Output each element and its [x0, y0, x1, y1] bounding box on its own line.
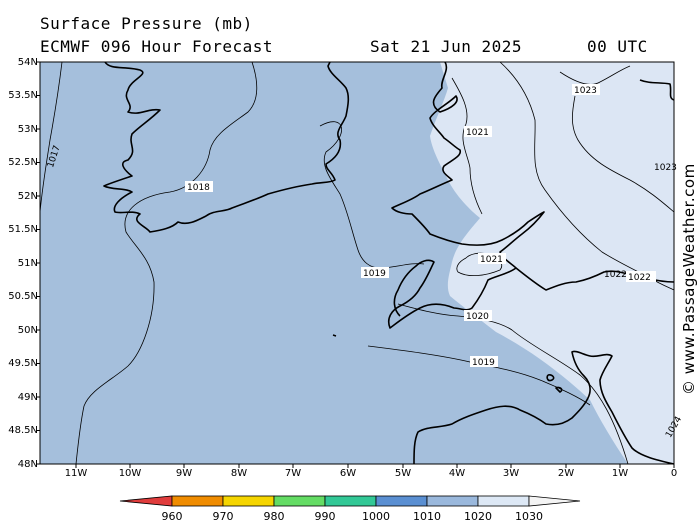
- lon-label-0: 0: [670, 468, 678, 479]
- forecast-time: 00 UTC: [587, 37, 648, 56]
- lon-label-10w: 10W: [118, 468, 142, 479]
- legend-label-1030: 1030: [515, 510, 543, 523]
- lon-label-8w: 8W: [230, 468, 248, 479]
- lat-label-52-5n: 52.5N: [8, 157, 38, 168]
- legend-label-990: 990: [314, 510, 336, 523]
- lat-label-49n: 49N: [17, 392, 38, 403]
- lat-label-50-5n: 50.5N: [8, 291, 38, 302]
- lon-label-6w: 6W: [339, 468, 357, 479]
- isobar-label-1023: 1023: [574, 86, 597, 96]
- coast-france: [413, 350, 675, 465]
- legend-label-960: 960: [161, 510, 183, 523]
- coast-britain: [387, 61, 545, 329]
- lon-label-11w: 11W: [64, 468, 88, 479]
- lon-label-7w: 7W: [284, 468, 302, 479]
- isobar-label-1023b: 1023: [654, 163, 677, 173]
- legend-label-1010: 1010: [413, 510, 441, 523]
- legend-label-1000: 1000: [362, 510, 390, 523]
- legend-label-980: 980: [263, 510, 285, 523]
- lat-label-51-5n: 51.5N: [8, 224, 38, 235]
- isobar-label-1019b: 1019: [472, 358, 495, 368]
- lat-label-52n: 52N: [17, 191, 38, 202]
- isobar-1020: [397, 303, 629, 465]
- lat-label-49-5n: 49.5N: [8, 358, 38, 369]
- legend-label-1020: 1020: [464, 510, 492, 523]
- isobar-label-1019: 1019: [363, 269, 386, 279]
- lat-label-48-5n: 48.5N: [8, 425, 38, 436]
- isobar-label-1020: 1020: [466, 312, 489, 322]
- color-legend: [119, 495, 581, 507]
- isobar-label-1022b: 1022: [604, 270, 627, 280]
- isobar-1019b: [367, 345, 591, 406]
- lon-label-1w: 1W: [611, 468, 629, 479]
- model-label: ECMWF 096 Hour Forecast: [40, 37, 274, 56]
- isobar-label-1022: 1022: [628, 273, 651, 283]
- axis-ticks: [36, 61, 675, 468]
- coast-islands: [332, 334, 563, 393]
- legend-label-970: 970: [212, 510, 234, 523]
- lat-label-51n: 51N: [17, 258, 38, 269]
- lon-label-5w: 5W: [394, 468, 412, 479]
- isobar-label-1021a: 1021: [466, 128, 489, 138]
- lat-label-53-5n: 53.5N: [8, 90, 38, 101]
- pressure-field-1020: [430, 62, 674, 464]
- isobar-label-1021b: 1021: [480, 255, 503, 265]
- forecast-date: Sat 21 Jun 2025: [370, 37, 522, 56]
- lon-label-4w: 4W: [448, 468, 466, 479]
- coastlines: [103, 61, 675, 465]
- coast-east: [639, 79, 675, 101]
- isobar-1018: [75, 61, 258, 465]
- lat-label-48n: 48N: [17, 459, 38, 470]
- coast-ireland: [103, 61, 350, 233]
- lat-label-50n: 50N: [17, 325, 38, 336]
- isobar-1021a: [451, 77, 483, 215]
- lon-label-2w: 2W: [557, 468, 575, 479]
- lon-label-3w: 3W: [502, 468, 520, 479]
- isobar-1023: [559, 65, 631, 85]
- isobar-1017: [39, 61, 63, 213]
- credit-text: © www.PassageWeather.com: [680, 163, 698, 395]
- lat-label-54n: 54N: [17, 57, 38, 68]
- lon-label-9w: 9W: [175, 468, 193, 479]
- isobar-label-1018: 1018: [187, 183, 210, 193]
- lat-label-53n: 53N: [17, 124, 38, 135]
- isobar-1023b: [571, 95, 675, 213]
- map-title: Surface Pressure (mb): [40, 14, 253, 33]
